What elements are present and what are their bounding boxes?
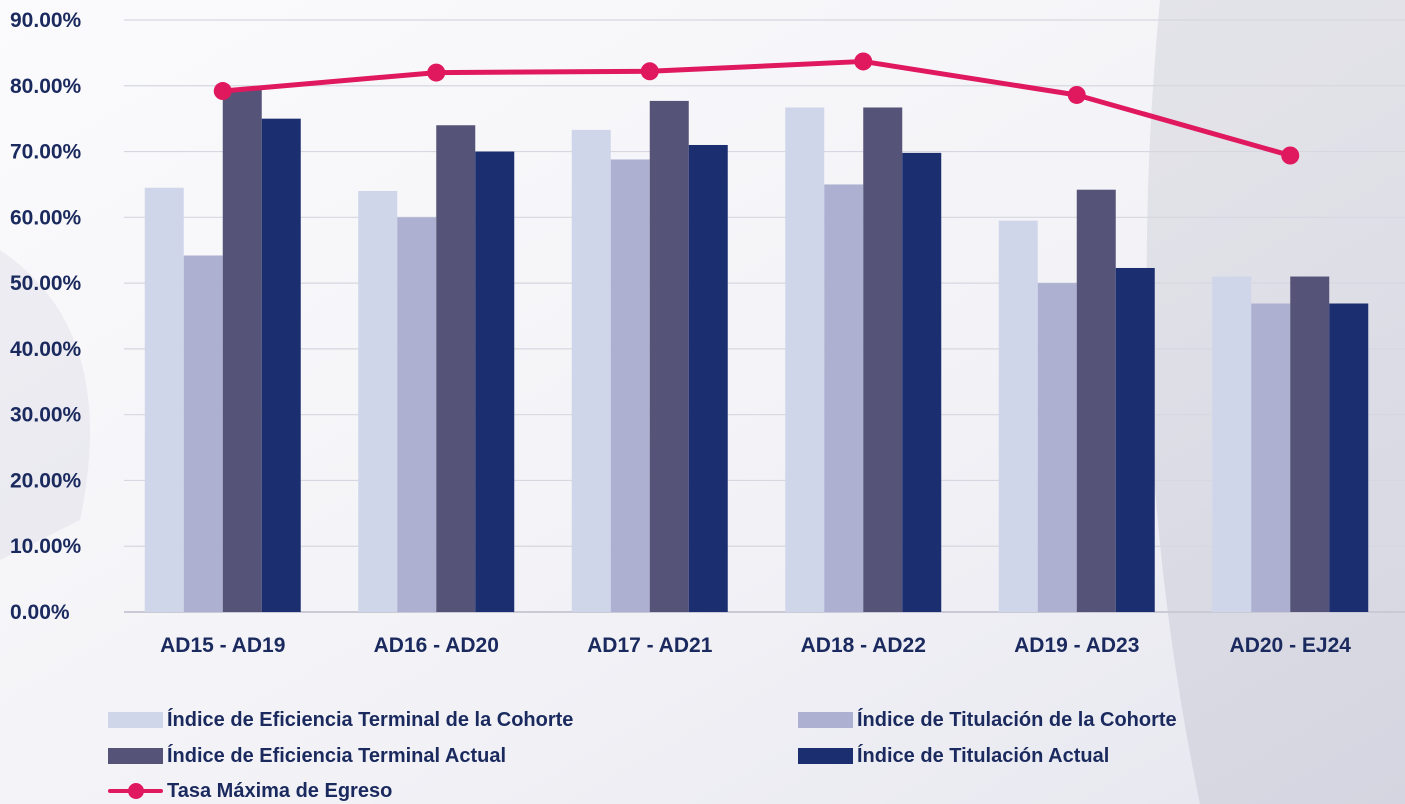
bar-2-2 [397, 217, 437, 613]
bar-1-3 [571, 129, 611, 613]
x-tick-label: AD18 - AD22 [801, 634, 926, 657]
bar-2-1 [183, 255, 223, 613]
x-tick-label: AD20 - EJ24 [1230, 634, 1352, 657]
bar-1-4 [785, 107, 825, 613]
bar-4-3 [688, 144, 728, 612]
x-tick-label: AD16 - AD20 [374, 634, 499, 657]
y-tick-label: 80.00% [10, 75, 82, 98]
bar-4-4 [902, 152, 942, 613]
bar-3-3 [649, 100, 689, 612]
bar-3-5 [1076, 189, 1116, 612]
bar-4-2 [475, 151, 515, 613]
bar-4-1 [261, 118, 301, 613]
bar-3-4 [863, 107, 903, 613]
y-tick-label: 90.00% [10, 9, 82, 32]
y-tick-label: 10.00% [10, 535, 82, 558]
series-line-tasa-maxima [222, 58, 1291, 158]
bars [144, 89, 1369, 613]
bar-2-5 [1037, 283, 1077, 612]
bar-2-4 [824, 184, 864, 612]
line-point-6 [1281, 146, 1300, 165]
bar-1-6 [1212, 276, 1252, 612]
bar-3-2 [436, 125, 476, 612]
category-labels: AD15 - AD19 AD16 - AD20 AD17 - AD21 AD18 - … [160, 634, 1351, 657]
x-tick-label: AD15 - AD19 [160, 634, 285, 657]
line-point-4 [854, 52, 873, 71]
x-tick-label: AD19 - AD23 [1014, 634, 1139, 657]
bar-3-6 [1290, 276, 1330, 612]
tick-labels: 0.00% 10.00% 20.00% 30.00% 40.00% 50.00% 60.00… [10, 9, 82, 624]
y-tick-label: 60.00% [10, 206, 82, 229]
line-point-2 [427, 63, 446, 82]
bar-1-1 [144, 187, 184, 612]
y-tick-label: 40.00% [10, 338, 82, 361]
grid [124, 19, 1405, 613]
line-point-3 [640, 62, 659, 81]
bar-1-5 [998, 220, 1038, 612]
line-point-5 [1067, 85, 1086, 104]
bar-4-6 [1329, 303, 1369, 612]
x-tick-label: AD17 - AD21 [587, 634, 713, 657]
bar-3-1 [222, 89, 262, 613]
line-layer [213, 52, 1300, 165]
bar-1-2 [358, 191, 398, 612]
y-tick-label: 70.00% [10, 141, 82, 164]
y-tick-label: 50.00% [10, 272, 82, 295]
bar-2-3 [610, 159, 650, 612]
y-tick-label: 30.00% [10, 404, 82, 427]
bar-4-5 [1115, 267, 1155, 612]
line-point-1 [213, 82, 232, 101]
y-tick-label: 0.00% [10, 601, 70, 624]
bar-2-6 [1251, 303, 1291, 612]
y-tick-label: 20.00% [10, 469, 82, 492]
